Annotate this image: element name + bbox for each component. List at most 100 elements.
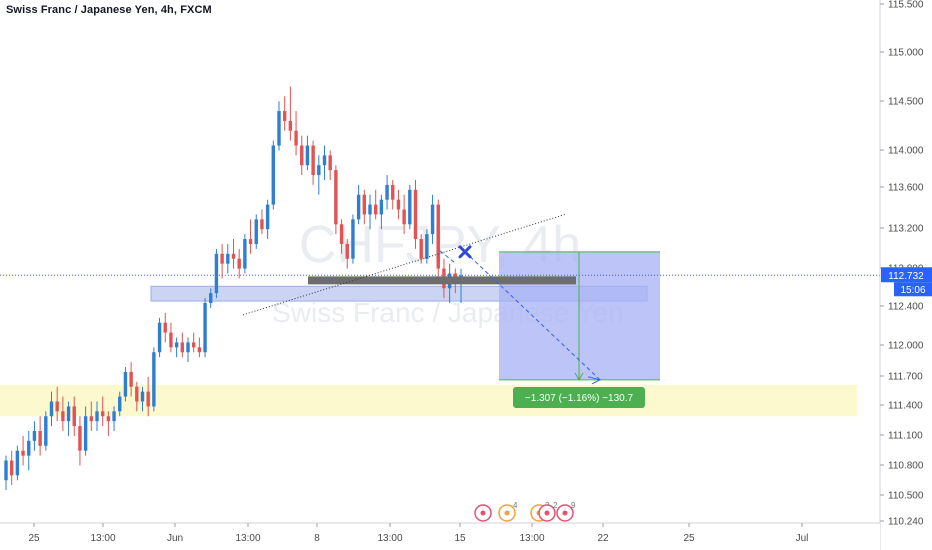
candle-body bbox=[402, 209, 406, 225]
candle[interactable] bbox=[83, 406, 88, 456]
candle[interactable] bbox=[277, 101, 281, 151]
candle[interactable] bbox=[49, 391, 54, 427]
candle[interactable] bbox=[174, 337, 179, 358]
candle[interactable] bbox=[197, 337, 202, 358]
candle-body bbox=[334, 170, 338, 225]
candle[interactable] bbox=[180, 332, 185, 358]
candle[interactable] bbox=[271, 140, 276, 210]
candle-body bbox=[425, 234, 429, 259]
candle[interactable] bbox=[237, 248, 241, 279]
candle[interactable] bbox=[72, 396, 76, 436]
candle[interactable] bbox=[419, 234, 423, 264]
candle[interactable] bbox=[436, 199, 440, 279]
candle[interactable] bbox=[186, 337, 190, 363]
candle[interactable] bbox=[362, 189, 367, 225]
candle[interactable] bbox=[163, 312, 167, 343]
candle[interactable] bbox=[146, 376, 150, 417]
candle[interactable] bbox=[61, 396, 65, 432]
candle[interactable] bbox=[408, 184, 412, 230]
candle[interactable] bbox=[339, 219, 344, 254]
candle[interactable] bbox=[118, 391, 122, 417]
y-tick-label: 110.240 bbox=[888, 517, 924, 528]
candle[interactable] bbox=[391, 179, 395, 210]
candle-body bbox=[129, 371, 133, 387]
candle[interactable] bbox=[78, 416, 82, 466]
candle[interactable] bbox=[288, 86, 293, 141]
candle[interactable] bbox=[135, 381, 139, 412]
candle-body bbox=[95, 411, 99, 422]
candle[interactable] bbox=[402, 194, 406, 235]
candle[interactable] bbox=[265, 199, 270, 240]
candle[interactable] bbox=[368, 194, 372, 230]
candle[interactable] bbox=[129, 362, 133, 397]
candle[interactable] bbox=[231, 239, 236, 269]
candle[interactable] bbox=[32, 421, 37, 451]
dividend-event-icon[interactable] bbox=[474, 504, 492, 522]
candle[interactable] bbox=[413, 179, 418, 249]
candle[interactable] bbox=[311, 140, 315, 185]
time-axis[interactable] bbox=[0, 523, 880, 550]
candle[interactable] bbox=[243, 234, 247, 274]
dividend-event-icon[interactable]: 2 bbox=[538, 501, 558, 522]
candle[interactable] bbox=[38, 416, 42, 456]
cross-marker-icon[interactable] bbox=[458, 245, 472, 259]
candle[interactable] bbox=[328, 150, 332, 180]
dividend-event-icon[interactable]: 9 bbox=[556, 501, 576, 522]
candle[interactable] bbox=[44, 411, 48, 451]
candle-body bbox=[89, 416, 94, 422]
candle[interactable] bbox=[356, 184, 361, 225]
candle[interactable] bbox=[203, 298, 207, 358]
candle[interactable] bbox=[66, 401, 71, 436]
candle[interactable] bbox=[300, 135, 304, 176]
candle[interactable] bbox=[15, 445, 20, 481]
candle[interactable] bbox=[345, 239, 349, 269]
candle[interactable] bbox=[106, 411, 111, 436]
candle-body bbox=[277, 111, 281, 146]
candle[interactable] bbox=[317, 155, 321, 195]
candle[interactable] bbox=[351, 214, 355, 264]
candle[interactable] bbox=[214, 248, 219, 299]
candle[interactable] bbox=[95, 401, 99, 432]
candle[interactable] bbox=[140, 386, 145, 412]
candle[interactable] bbox=[322, 145, 327, 180]
trendline[interactable] bbox=[242, 213, 566, 316]
candle[interactable] bbox=[226, 243, 230, 274]
candle[interactable] bbox=[4, 455, 8, 491]
position-label-bg bbox=[513, 387, 645, 408]
candle[interactable] bbox=[209, 288, 213, 308]
candle[interactable] bbox=[169, 322, 173, 353]
support-zone[interactable] bbox=[0, 384, 857, 417]
candle[interactable] bbox=[191, 332, 196, 353]
news-event-icon[interactable]: 4 bbox=[498, 501, 518, 522]
candle[interactable] bbox=[100, 396, 105, 427]
candle[interactable] bbox=[379, 194, 384, 230]
candle[interactable] bbox=[373, 189, 378, 220]
candle[interactable] bbox=[385, 175, 389, 210]
candle[interactable] bbox=[254, 214, 258, 249]
candle[interactable] bbox=[220, 243, 224, 279]
candle[interactable] bbox=[430, 194, 435, 244]
candle[interactable] bbox=[123, 367, 128, 402]
projection-path[interactable] bbox=[439, 250, 601, 381]
candle[interactable] bbox=[396, 189, 401, 220]
candle[interactable] bbox=[152, 347, 156, 412]
neckline-bar[interactable] bbox=[308, 276, 576, 285]
candle[interactable] bbox=[27, 431, 31, 471]
candle[interactable] bbox=[89, 401, 94, 432]
candle[interactable] bbox=[260, 209, 264, 235]
candle[interactable] bbox=[248, 219, 253, 254]
candle[interactable] bbox=[21, 435, 25, 466]
candle[interactable] bbox=[294, 111, 298, 156]
candle[interactable] bbox=[334, 165, 338, 235]
candle[interactable] bbox=[282, 96, 287, 131]
y-tick-label: 111.400 bbox=[888, 401, 923, 412]
candle[interactable] bbox=[425, 229, 429, 264]
candle[interactable] bbox=[305, 135, 310, 171]
candle[interactable] bbox=[9, 450, 14, 486]
candle[interactable] bbox=[55, 386, 59, 422]
candle[interactable] bbox=[112, 406, 116, 432]
y-tick-label: 113.600 bbox=[888, 183, 924, 194]
candle[interactable] bbox=[157, 317, 162, 358]
